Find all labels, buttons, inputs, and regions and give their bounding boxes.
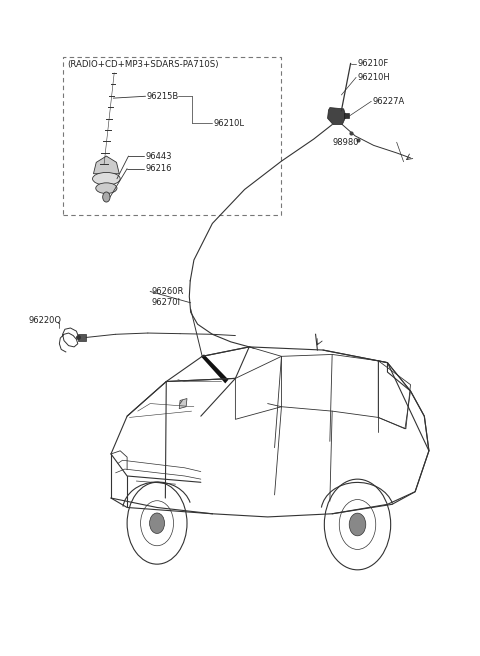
Text: 98980: 98980	[332, 138, 359, 147]
Ellipse shape	[96, 183, 117, 194]
Circle shape	[103, 192, 110, 202]
Text: 96210H: 96210H	[357, 73, 390, 82]
Text: 96210F: 96210F	[357, 59, 388, 68]
Text: 96227A: 96227A	[372, 97, 405, 106]
Text: 96210L: 96210L	[213, 119, 244, 129]
Text: 96215B: 96215B	[146, 92, 179, 101]
Polygon shape	[201, 354, 228, 383]
Polygon shape	[179, 399, 187, 409]
Text: (RADIO+CD+MP3+SDARS-PA710S): (RADIO+CD+MP3+SDARS-PA710S)	[67, 60, 219, 70]
Circle shape	[150, 513, 165, 533]
Ellipse shape	[93, 173, 120, 185]
Text: 96220Q: 96220Q	[28, 316, 61, 325]
Circle shape	[349, 513, 366, 536]
Bar	[62, 57, 281, 215]
Bar	[78, 335, 86, 340]
Polygon shape	[327, 108, 346, 125]
Text: 96443: 96443	[145, 152, 171, 161]
Text: 96260R: 96260R	[151, 287, 183, 296]
Text: 96270I: 96270I	[151, 298, 180, 307]
Text: 96216: 96216	[145, 164, 171, 173]
Bar	[344, 113, 349, 118]
Polygon shape	[94, 156, 119, 174]
